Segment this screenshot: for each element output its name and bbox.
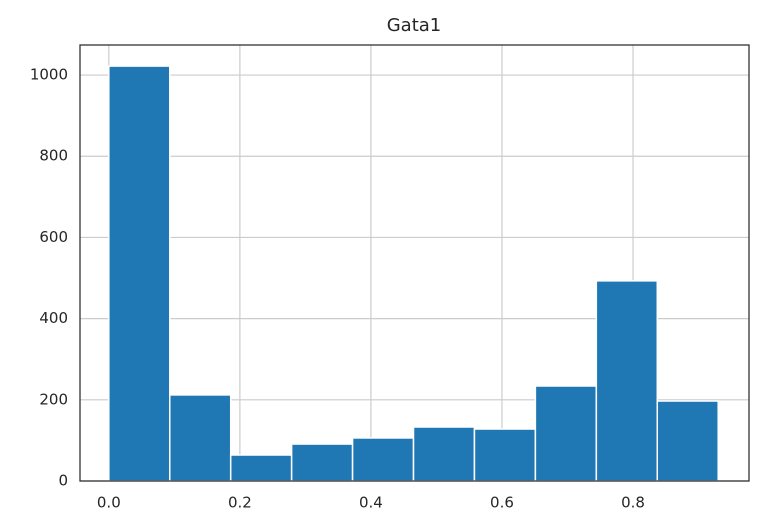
bar [108, 65, 171, 482]
bar [229, 454, 293, 482]
bar [534, 385, 598, 482]
chart-title: Gata1 [387, 15, 442, 36]
bar [169, 394, 232, 482]
bar [656, 400, 719, 482]
x-tick-label: 0.2 [228, 494, 252, 512]
y-tick-label: 800 [39, 147, 68, 165]
bar [412, 426, 476, 482]
x-tick-label: 0.6 [490, 494, 514, 512]
y-tick-label: 200 [39, 390, 68, 408]
y-tick-label: 600 [39, 228, 68, 246]
y-tick-label: 1000 [30, 66, 68, 84]
x-tick-label: 0.0 [97, 494, 121, 512]
bar [595, 280, 659, 482]
y-tick-label: 400 [39, 309, 68, 327]
plot-frame [79, 44, 750, 482]
x-tick-label: 0.4 [359, 494, 383, 512]
bar [473, 428, 537, 482]
bar [351, 437, 415, 482]
y-tick-label: 0 [58, 472, 68, 490]
bar [290, 443, 354, 482]
x-tick-label: 0.8 [621, 494, 645, 512]
